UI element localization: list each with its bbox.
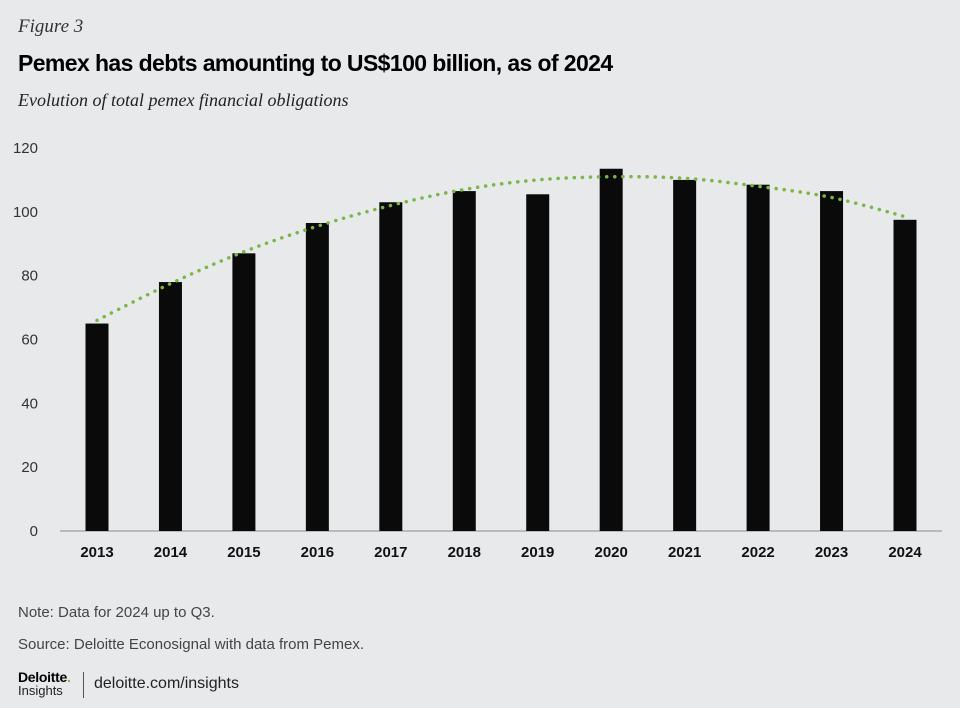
brand-dot: . xyxy=(66,669,71,685)
bar xyxy=(379,202,403,531)
x-tick-label: 2021 xyxy=(668,544,701,561)
bar xyxy=(599,168,623,531)
x-tick-label: 2017 xyxy=(374,544,407,561)
chart-title: Pemex has debts amounting to US$100 bill… xyxy=(18,50,613,76)
y-tick-label: 60 xyxy=(21,332,38,349)
x-tick-label: 2018 xyxy=(448,544,481,561)
x-tick-label: 2016 xyxy=(301,544,334,561)
bar xyxy=(158,282,182,531)
y-tick-label: 40 xyxy=(21,395,38,412)
bar xyxy=(526,194,550,531)
x-tick-label: 2024 xyxy=(888,544,922,561)
trendline xyxy=(95,174,907,323)
x-tick-label: 2014 xyxy=(154,544,188,561)
x-tick-label: 2019 xyxy=(521,544,554,561)
bar xyxy=(232,253,256,531)
brand-sub: Insights xyxy=(18,683,63,698)
bar-chart: 0 20 40 60 80 100 120 2013 2014 2015 2016 2017 2018 2… xyxy=(13,140,942,561)
bar xyxy=(673,179,697,531)
bar xyxy=(746,184,770,531)
y-tick-label: 100 xyxy=(13,204,38,221)
bar xyxy=(452,191,476,531)
bar xyxy=(893,219,917,531)
brand-name: Deloitte. xyxy=(18,669,71,685)
chart-source: Source: Deloitte Econosignal with data f… xyxy=(18,636,365,653)
x-tick-label: 2023 xyxy=(815,544,848,561)
y-tick-label: 0 xyxy=(30,523,38,540)
brand-divider xyxy=(83,672,84,698)
chart-subtitle: Evolution of total pemex financial oblig… xyxy=(18,90,349,110)
y-tick-label: 20 xyxy=(21,459,38,476)
brand-url-link[interactable]: deloitte.com/insights xyxy=(94,675,239,692)
chart-note: Note: Data for 2024 up to Q3. xyxy=(18,604,215,621)
deloitte-insights-logo[interactable]: Deloitte. Insights xyxy=(18,670,71,698)
x-tick-label: 2020 xyxy=(594,544,627,561)
y-tick-label: 80 xyxy=(21,268,38,285)
y-tick-label: 120 xyxy=(13,140,38,157)
bar xyxy=(820,191,844,531)
bar xyxy=(305,223,329,532)
x-tick-label: 2022 xyxy=(741,544,774,561)
bar xyxy=(85,323,109,531)
figure-label: Figure 3 xyxy=(18,16,84,37)
x-tick-label: 2015 xyxy=(227,544,260,561)
x-tick-label: 2013 xyxy=(80,544,113,561)
